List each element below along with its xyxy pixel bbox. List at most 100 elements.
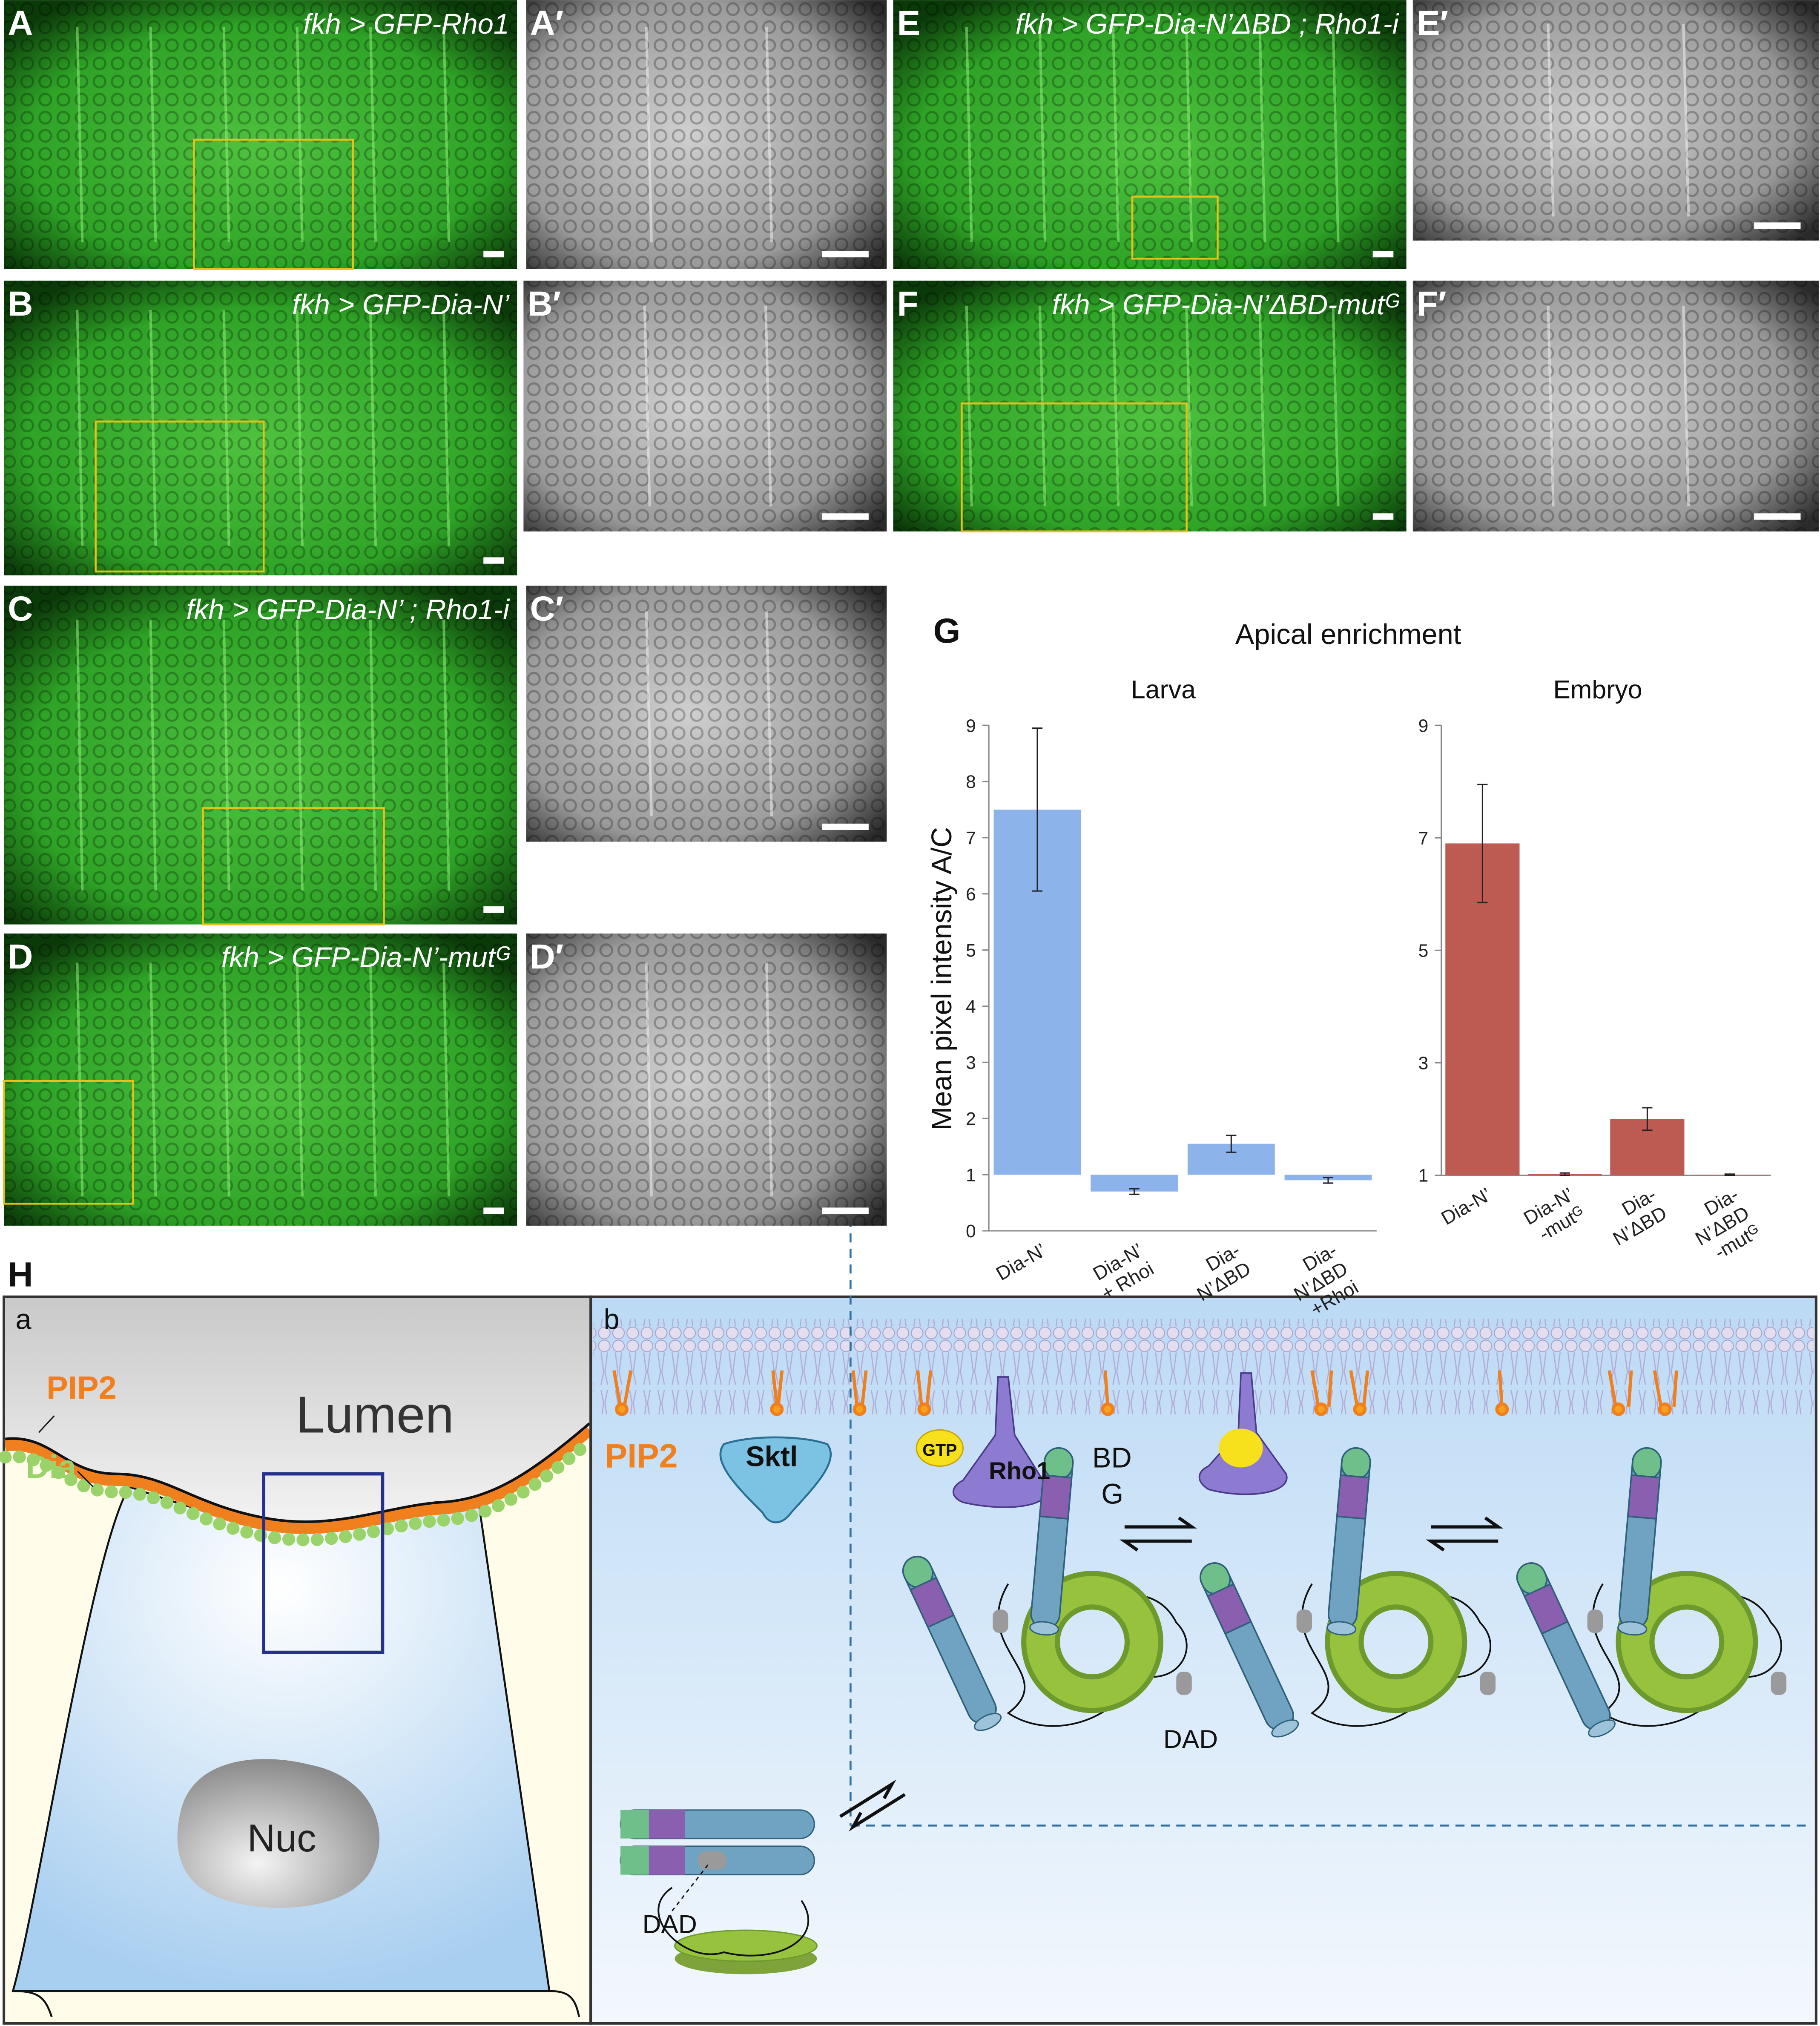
inset-box (961, 402, 1188, 533)
panel-label: F (897, 285, 919, 323)
diagram-b-shape-shape (615, 1402, 629, 1416)
cell-boundary (1038, 27, 1047, 242)
y-tick-label: 0 (966, 1221, 976, 1241)
cell-boundary (645, 963, 653, 1197)
cell-boundary (149, 619, 157, 891)
cell-boundary (222, 619, 230, 891)
diagram-b-shape (916, 1429, 964, 1467)
y-axis-label: Mean pixel intensity A/C (926, 827, 958, 1131)
micrograph-texture (893, 0, 1407, 269)
y-tick-label: 8 (966, 772, 976, 792)
scale-bar (1372, 513, 1394, 520)
y-tick-label: 5 (1418, 941, 1429, 961)
micrograph-texture (526, 586, 887, 842)
y-tick-label: 3 (966, 1053, 976, 1073)
cell-boundary (1547, 305, 1555, 506)
scale-bar (822, 823, 869, 830)
error-bar (1642, 1107, 1653, 1131)
cell-boundary (76, 310, 84, 546)
cell-boundary (222, 310, 230, 546)
inset-box (1131, 195, 1219, 260)
error-bar (1226, 1135, 1237, 1153)
y-tick-label: 3 (1418, 1054, 1429, 1074)
inset-box (202, 807, 385, 925)
micrograph-texture (4, 933, 517, 1226)
diagram-b-shape (593, 1319, 1814, 1415)
diagram-b-shape (589, 1295, 1817, 2025)
cell-boundary (369, 27, 377, 242)
diagram-label: PIP2 (605, 1437, 678, 1474)
chart-title: Embryo (1553, 675, 1642, 704)
inset-box (3, 1080, 134, 1205)
scale-bar (483, 906, 504, 913)
panel-caption: fkh > GFP-Dia-N’ΔBD-mutᴳ (1052, 289, 1400, 321)
diagram-label: Nuc (247, 1817, 316, 1860)
cell-boundary (1547, 24, 1555, 217)
panel-label: B (8, 285, 33, 323)
cell-boundary (296, 619, 304, 891)
micrograph-texture (526, 0, 887, 269)
cell-boundary (442, 27, 451, 242)
diagram-a (0, 1295, 596, 2025)
scale-bar (1372, 251, 1394, 258)
diagram-a-shape (262, 1472, 385, 1654)
panel-caption: fkh > GFP-Dia-N’ΔBD ; Rho1-i (1015, 9, 1399, 40)
diagram-b-shape (839, 1516, 1504, 1832)
error-bar (1323, 1177, 1334, 1184)
panel-label: H (8, 1256, 33, 1294)
panel-caption: fkh > GFP-Dia-N’ (292, 289, 510, 321)
diagram-a-shape (177, 1759, 380, 1908)
diagram-label: DAD (1163, 1724, 1218, 1753)
panel-label: D (8, 937, 33, 976)
cell-boundary (149, 310, 157, 546)
diagram-b-shape-shape (770, 1402, 784, 1416)
micrograph-texture (4, 0, 517, 269)
cell-boundary (965, 305, 973, 506)
panel-label: G (933, 612, 961, 650)
y-tick-label: 4 (966, 997, 976, 1017)
cell-boundary (765, 611, 773, 816)
diagram-b-shape-shape (612, 1370, 1678, 1407)
diagram-b-shape (1219, 1428, 1263, 1468)
diagram-b-shape-shape (1353, 1402, 1367, 1416)
x-tick-label: Dia-N’ΔBD (1183, 1239, 1254, 1305)
cell-boundary (765, 963, 773, 1197)
scale-bar (483, 557, 504, 564)
diagram-b-shape-shape (1658, 1402, 1672, 1416)
chart-title: Larva (1131, 675, 1196, 704)
diagram-b-shape-shape (839, 1779, 906, 1832)
x-tick-label: Dia-N’ΔBD-mutᴳ (1681, 1184, 1763, 1268)
diagram-label: PIP2 (46, 1370, 117, 1406)
cell-boundary (369, 963, 377, 1197)
micrograph-texture (1412, 0, 1819, 241)
error-bar (1559, 1172, 1570, 1176)
panel-label: E′ (1417, 4, 1448, 43)
error-bar (1477, 784, 1488, 903)
scale-bar (1754, 222, 1801, 229)
diagram-b-shape (698, 1851, 726, 1870)
y-tick-label: 9 (1418, 716, 1429, 736)
cell-boundary (442, 619, 451, 891)
cell-boundary (643, 305, 651, 506)
cell-boundary (1258, 305, 1266, 506)
diagram-b-shape (719, 1436, 832, 1523)
panel-label: A (8, 4, 33, 43)
cell-boundary (645, 27, 653, 242)
panel-caption: fkh > GFP-Dia-N’ ; Rho1-i (186, 594, 510, 626)
diagram-b-shape (657, 1887, 810, 1957)
y-tick-label: 5 (966, 941, 976, 961)
chart-title: Apical enrichment (1235, 619, 1461, 650)
micrograph-texture (523, 280, 887, 532)
cell-boundary (442, 963, 451, 1197)
panel-label: F′ (1417, 285, 1447, 323)
diagram-label: Sktl (746, 1441, 798, 1472)
error-bar (1129, 1188, 1140, 1195)
micrograph-texture (4, 586, 517, 925)
cell-boundary (76, 963, 84, 1197)
panel-label: a (15, 1304, 32, 1336)
x-tick-label: Dia-N’ΔBD (1599, 1184, 1671, 1250)
cell-boundary (296, 310, 304, 546)
y-tick-label: 9 (966, 716, 976, 736)
panel-label: A′ (530, 4, 564, 43)
